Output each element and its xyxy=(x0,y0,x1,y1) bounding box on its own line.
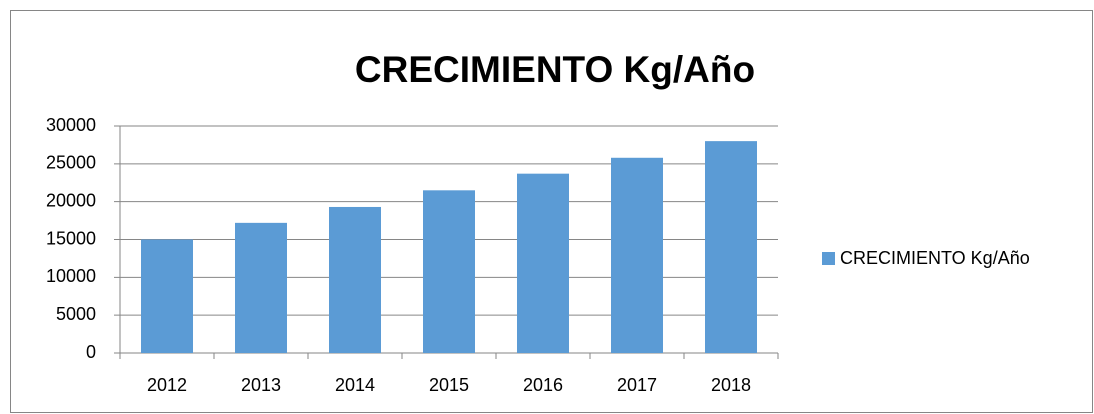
y-tick-label: 25000 xyxy=(46,153,96,173)
y-tick-label: 10000 xyxy=(46,266,96,286)
y-tick-label: 20000 xyxy=(46,190,96,210)
x-tick-label: 2013 xyxy=(241,375,281,395)
bar xyxy=(705,141,757,353)
legend-label: CRECIMIENTO Kg/Año xyxy=(840,248,1030,268)
x-tick-label: 2016 xyxy=(523,375,563,395)
y-tick-label: 30000 xyxy=(46,115,96,135)
x-tick-label: 2018 xyxy=(711,375,751,395)
bar xyxy=(611,157,663,353)
bar xyxy=(423,190,475,353)
x-tick-label: 2012 xyxy=(147,375,187,395)
bar xyxy=(517,173,569,353)
legend-swatch xyxy=(822,252,835,265)
y-tick-label: 0 xyxy=(86,342,96,362)
bar xyxy=(141,239,193,353)
bar xyxy=(329,206,381,353)
y-tick-label: 15000 xyxy=(46,228,96,248)
x-tick-label: 2015 xyxy=(429,375,469,395)
x-tick-label: 2014 xyxy=(335,375,375,395)
x-tick-label: 2017 xyxy=(617,375,657,395)
bar xyxy=(235,222,287,353)
y-tick-label: 5000 xyxy=(56,304,96,324)
chart-title: CRECIMIENTO Kg/Año xyxy=(355,49,755,90)
